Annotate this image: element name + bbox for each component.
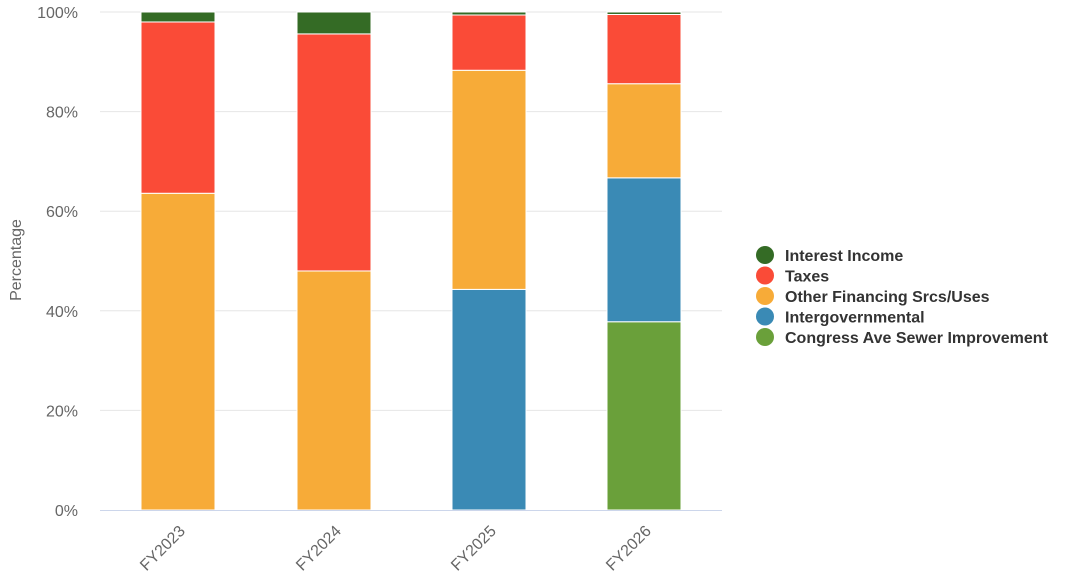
y-axis-title: Percentage [8, 219, 25, 301]
y-tick-label: 100% [37, 5, 78, 22]
legend-swatch [756, 307, 774, 326]
bar-segment[interactable] [296, 11, 372, 35]
bar-segment[interactable] [140, 11, 216, 23]
legend-item[interactable]: Interest Income [756, 246, 903, 265]
bar-segment[interactable] [606, 83, 682, 179]
legend-label: Congress Ave Sewer Improvement [785, 330, 1049, 347]
legend-label: Other Financing Srcs/Uses [785, 289, 990, 306]
bar-segment[interactable] [451, 288, 527, 511]
y-tick-label: 80% [46, 105, 78, 122]
bar-segment[interactable] [451, 14, 527, 71]
legend-item[interactable]: Intergovernmental [756, 307, 925, 327]
bar-segment[interactable] [140, 192, 216, 511]
legend-label: Interest Income [785, 248, 903, 265]
legend-swatch [756, 287, 774, 305]
bar-segment[interactable] [606, 11, 682, 15]
x-tick-label: FY2024 [293, 523, 345, 575]
legend-swatch [756, 328, 774, 346]
y-tick-label: 0% [55, 503, 78, 520]
bar-segment[interactable] [296, 270, 372, 511]
bar-segment[interactable] [140, 21, 216, 194]
bar-segment[interactable] [606, 177, 682, 323]
bar-segment[interactable] [296, 33, 372, 272]
legend-item[interactable]: Taxes [756, 266, 829, 286]
legend-label: Intergovernmental [785, 310, 925, 327]
legend-label: Taxes [785, 269, 829, 286]
legend-swatch [756, 266, 774, 285]
legend-swatch [756, 246, 774, 264]
legend-item[interactable]: Congress Ave Sewer Improvement [756, 328, 1049, 347]
legend-item[interactable]: Other Financing Srcs/Uses [756, 287, 990, 306]
legend: Interest Income Taxes Other Financing Srcs… [756, 246, 1049, 347]
y-tick-label: 20% [46, 403, 78, 420]
y-tick-label: 40% [46, 304, 78, 321]
x-tick-label: FY2025 [448, 523, 500, 575]
y-tick-label: 60% [46, 204, 78, 221]
x-tick-label: FY2026 [603, 523, 655, 575]
bar-segment[interactable] [606, 13, 682, 85]
bar-segment[interactable] [451, 11, 527, 16]
bar-segment[interactable] [606, 321, 682, 511]
bar-segment[interactable] [451, 69, 527, 290]
x-tick-label: FY2023 [137, 523, 189, 575]
bars [140, 11, 682, 511]
